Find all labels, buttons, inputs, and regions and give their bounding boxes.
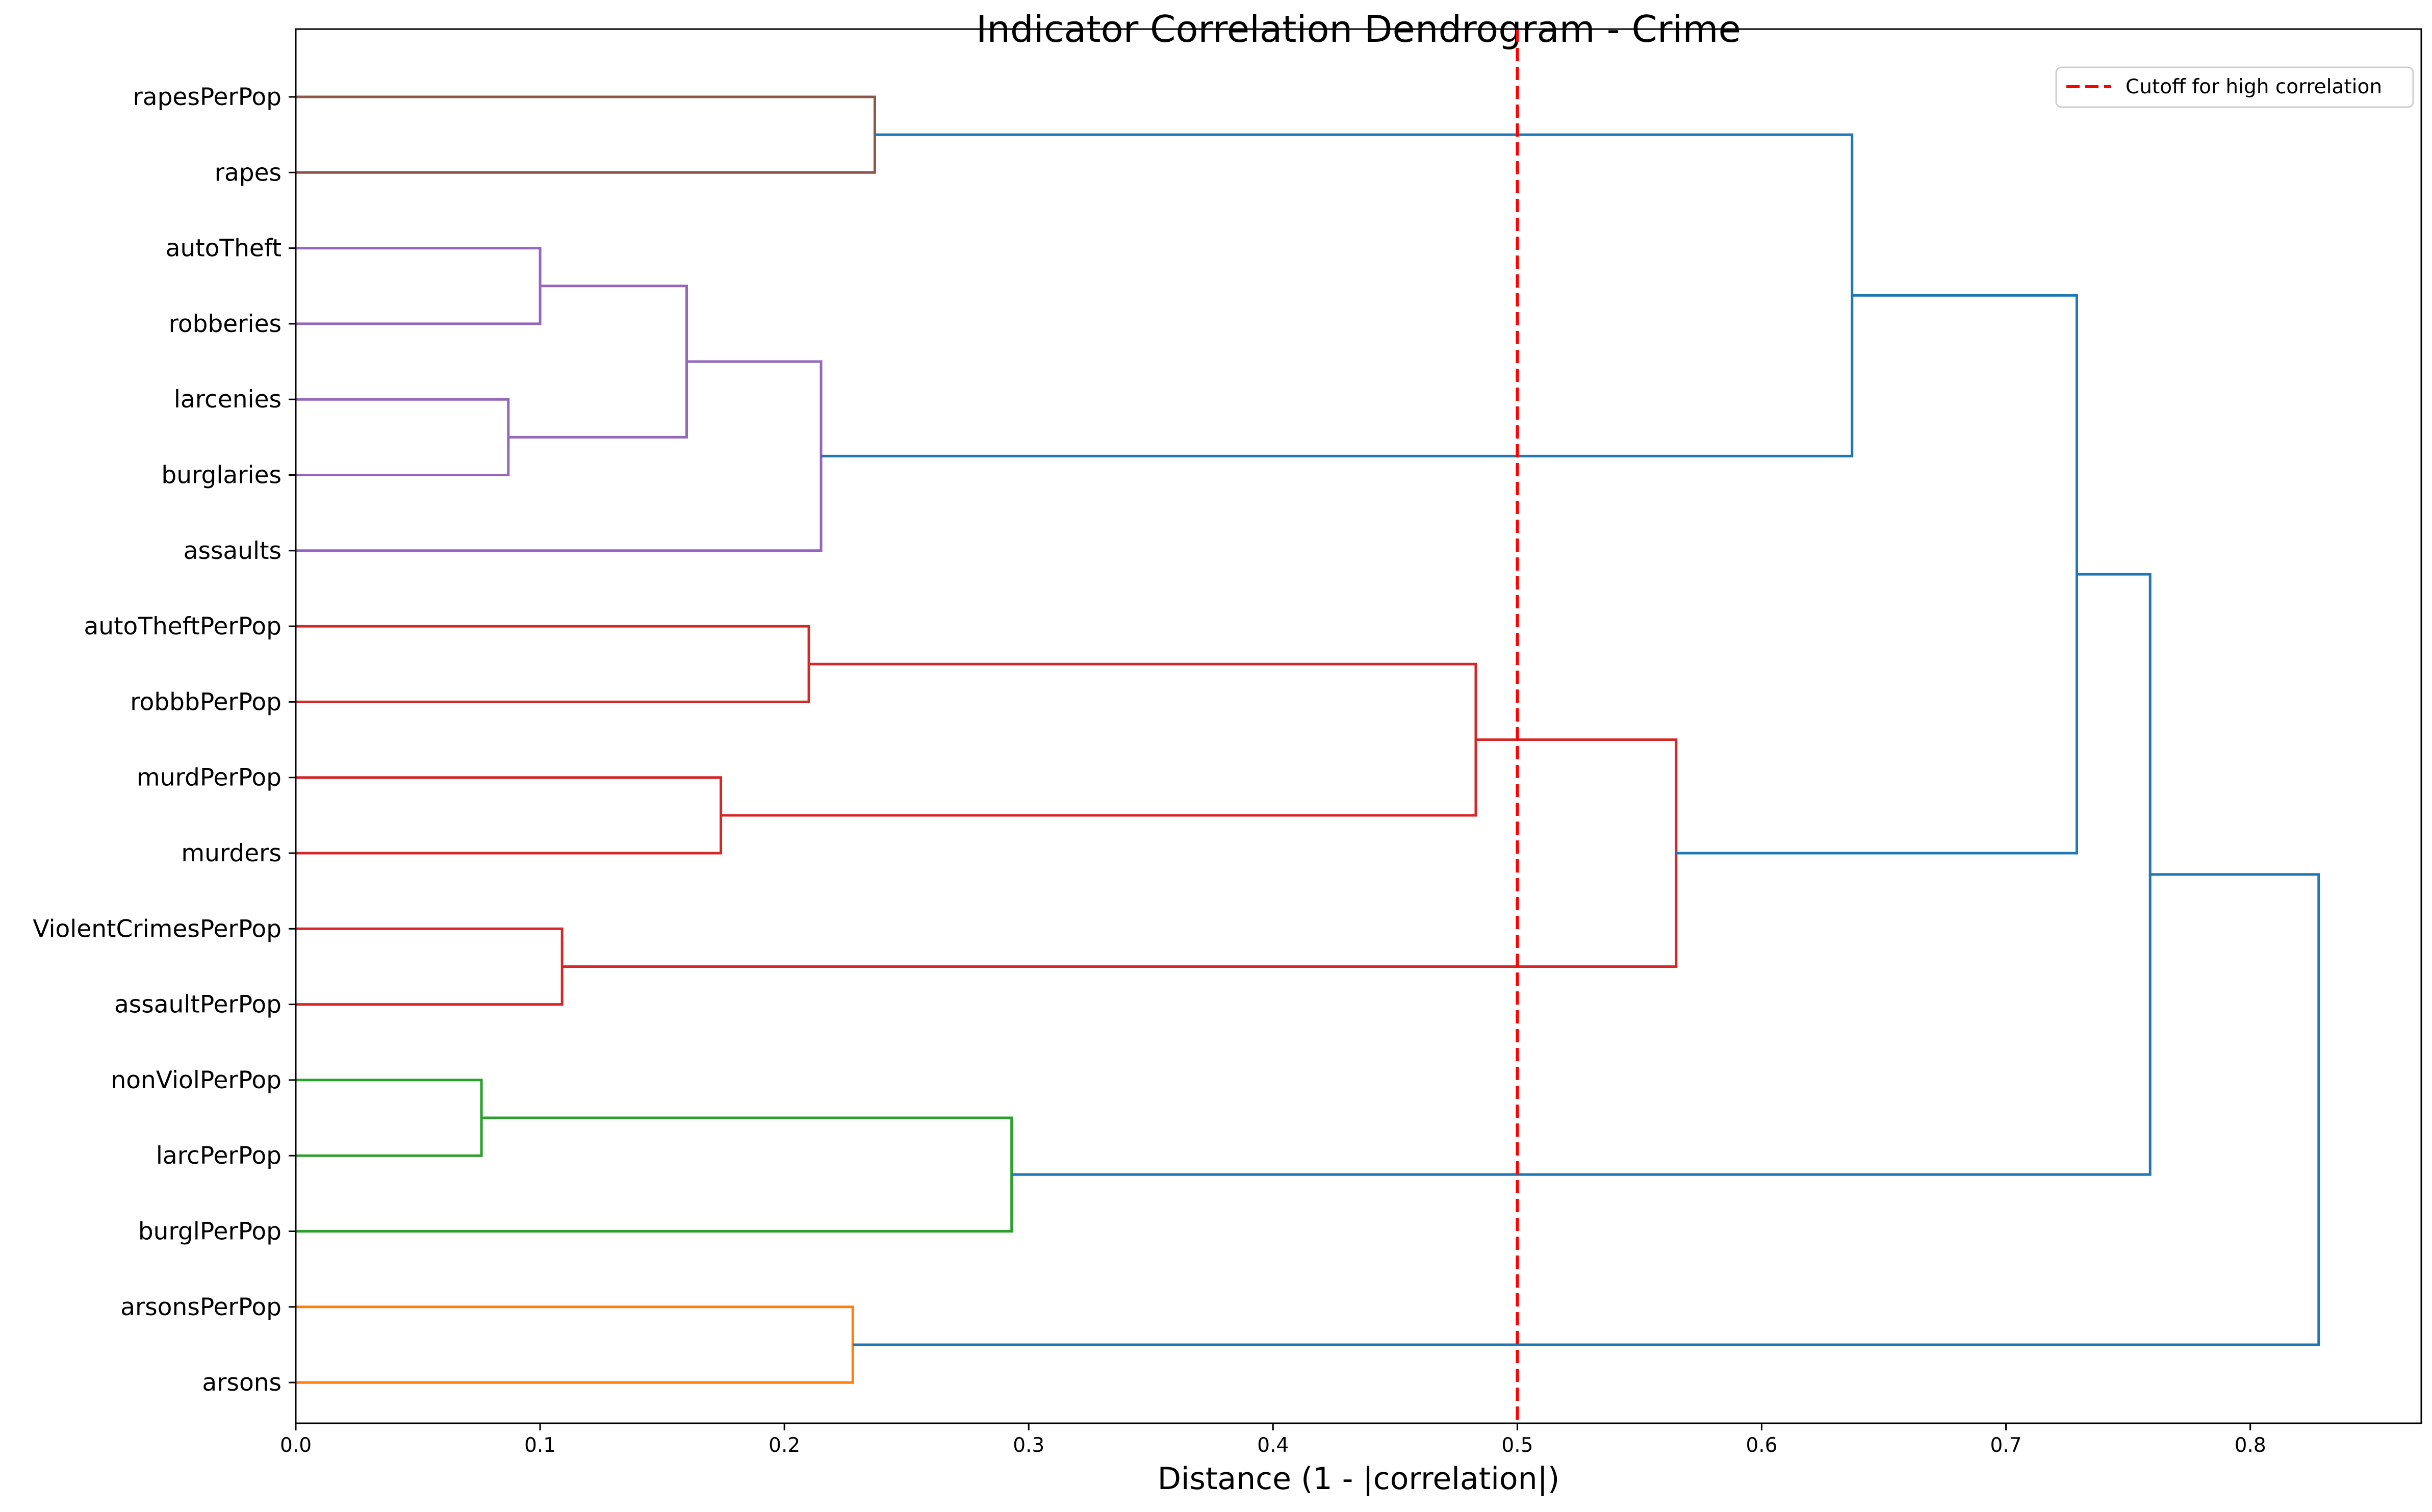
leaf-label: robbbPerPop (130, 688, 281, 716)
leaf-label: autoTheft (166, 235, 281, 263)
leaf-labels: rapesPerPop rapes autoTheft robberies larcen… (33, 83, 296, 1397)
link-m11 (562, 738, 1678, 968)
leaf-label: burglaries (161, 462, 281, 490)
x-axis-ticks: 0.0 0.1 0.2 0.3 0.4 0.5 0.6 0.7 0.8 (280, 1423, 2266, 1457)
leaf-label: rapesPerPop (133, 83, 281, 111)
x-tick-label: 0.0 (280, 1434, 312, 1457)
leaf-label: burglPerPop (138, 1218, 281, 1246)
leaf-label: autoTheftPerPop (84, 612, 282, 640)
legend-label-cutoff: Cutoff for high correlation (2126, 75, 2382, 98)
link-m15 (1011, 573, 2152, 1176)
link-m6 (821, 133, 1854, 457)
leaf-label: assaultPerPop (114, 991, 281, 1019)
x-tick-label: 0.7 (1990, 1434, 2022, 1457)
link-m17 (853, 873, 2320, 1346)
leaf-label: arsons (202, 1369, 281, 1397)
link-m13 (296, 1079, 483, 1157)
leaf-label: robberies (169, 310, 281, 338)
leaf-label: assaults (184, 537, 281, 565)
legend: Cutoff for high correlation (2055, 66, 2414, 108)
plot-frame (295, 28, 2422, 1424)
leaf-label: ViolentCrimesPerPop (33, 915, 281, 943)
x-tick-label: 0.2 (769, 1434, 800, 1457)
leaf-label: murders (181, 839, 281, 867)
x-axis-label: Distance (1 - |correlation|) (1158, 1461, 1560, 1497)
x-tick-label: 0.6 (1746, 1434, 1777, 1457)
leaf-label: nonViolPerPop (111, 1066, 282, 1094)
link-m1 (296, 95, 876, 174)
leaf-label: rapes (215, 159, 281, 187)
leaf-label: larcPerPop (156, 1142, 281, 1170)
link-m5 (296, 360, 823, 552)
link-m2 (296, 247, 542, 325)
x-tick-label: 0.8 (2235, 1434, 2266, 1457)
dendrogram-links (296, 95, 2320, 1384)
leaf-label: larcenies (174, 386, 281, 414)
leaf-label: murdPerPop (137, 764, 281, 792)
x-tick-label: 0.4 (1257, 1434, 1289, 1457)
legend-box (2055, 66, 2414, 108)
leaf-label: arsonsPerPop (120, 1293, 281, 1321)
link-m16 (296, 1305, 854, 1384)
x-tick-label: 0.1 (524, 1434, 556, 1457)
x-tick-label: 0.5 (1501, 1434, 1533, 1457)
x-tick-label: 0.3 (1013, 1434, 1044, 1457)
